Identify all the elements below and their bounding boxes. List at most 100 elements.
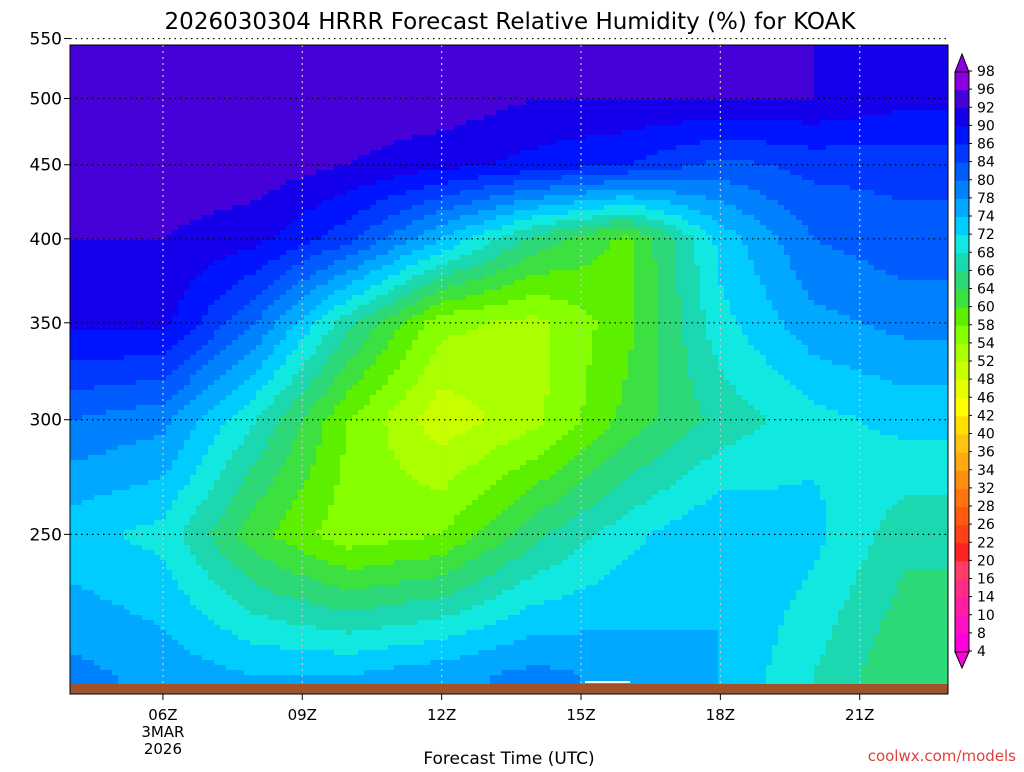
rh-cell xyxy=(226,90,233,96)
rh-cell xyxy=(526,185,533,191)
rh-cell xyxy=(322,115,329,121)
rh-cell xyxy=(268,85,275,91)
rh-cell xyxy=(892,105,899,111)
rh-cell xyxy=(364,125,371,131)
rh-cell xyxy=(526,85,533,91)
rh-cell xyxy=(676,190,683,196)
rh-cell xyxy=(520,200,527,206)
rh-cell xyxy=(868,85,875,91)
rh-cell xyxy=(190,170,197,176)
rh-cell xyxy=(634,165,641,171)
rh-cell xyxy=(226,120,233,126)
rh-cell xyxy=(514,145,521,151)
rh-cell xyxy=(370,205,377,211)
rh-cell xyxy=(88,170,95,176)
rh-cell xyxy=(70,50,77,56)
rh-cell xyxy=(916,50,923,56)
rh-cell xyxy=(772,90,779,96)
rh-cell xyxy=(790,190,797,196)
rh-cell xyxy=(712,205,719,211)
rh-cell xyxy=(820,135,827,141)
rh-cell xyxy=(826,150,833,156)
rh-cell xyxy=(148,80,155,86)
rh-cell xyxy=(100,115,107,121)
rh-cell xyxy=(346,175,353,181)
rh-cell xyxy=(730,110,737,116)
rh-cell xyxy=(658,65,665,71)
rh-cell xyxy=(418,45,425,51)
rh-cell xyxy=(178,185,185,191)
rh-cell xyxy=(292,125,299,131)
rh-cell xyxy=(214,185,221,191)
rh-cell xyxy=(364,70,371,76)
rh-cell xyxy=(664,195,671,201)
rh-cell xyxy=(904,155,911,161)
rh-cell xyxy=(688,100,695,106)
rh-cell xyxy=(730,85,737,91)
rh-cell xyxy=(838,130,845,136)
rh-cell xyxy=(556,55,563,61)
rh-cell xyxy=(790,50,797,56)
rh-cell xyxy=(586,65,593,71)
rh-cell xyxy=(934,90,941,96)
rh-cell xyxy=(904,145,911,151)
rh-cell xyxy=(94,75,101,81)
rh-cell xyxy=(424,45,431,51)
rh-cell xyxy=(670,130,677,136)
rh-cell xyxy=(550,45,557,51)
rh-cell xyxy=(82,60,89,66)
rh-cell xyxy=(682,165,689,171)
rh-cell xyxy=(700,65,707,71)
rh-cell xyxy=(76,70,83,76)
rh-cell xyxy=(532,115,539,121)
rh-cell xyxy=(892,205,899,211)
rh-cell xyxy=(448,130,455,136)
rh-cell xyxy=(478,180,485,186)
rh-cell xyxy=(772,160,779,166)
rh-cell xyxy=(946,75,948,81)
rh-cell xyxy=(718,135,725,141)
rh-cell xyxy=(352,205,359,211)
rh-cell xyxy=(820,130,827,136)
rh-cell xyxy=(370,50,377,56)
rh-cell xyxy=(652,175,659,181)
rh-cell xyxy=(226,55,233,61)
rh-cell xyxy=(478,150,485,156)
rh-cell xyxy=(472,145,479,151)
rh-cell xyxy=(190,150,197,156)
rh-cell xyxy=(790,185,797,191)
rh-cell xyxy=(166,110,173,116)
rh-cell xyxy=(904,135,911,141)
rh-cell xyxy=(400,80,407,86)
rh-cell xyxy=(838,180,845,186)
rh-cell xyxy=(694,170,701,176)
rh-cell xyxy=(334,55,341,61)
rh-cell xyxy=(568,90,575,96)
rh-cell xyxy=(742,175,749,181)
rh-cell xyxy=(298,200,305,206)
rh-cell xyxy=(766,180,773,186)
rh-cell xyxy=(778,120,785,126)
rh-cell xyxy=(874,170,881,176)
rh-cell xyxy=(352,140,359,146)
rh-cell xyxy=(730,175,737,181)
rh-cell xyxy=(514,205,521,211)
rh-cell xyxy=(358,130,365,136)
rh-cell xyxy=(712,65,719,71)
rh-cell xyxy=(760,155,767,161)
rh-cell xyxy=(844,50,851,56)
rh-cell xyxy=(556,190,563,196)
rh-cell xyxy=(208,90,215,96)
rh-cell xyxy=(520,95,527,101)
rh-cell xyxy=(478,110,485,116)
rh-cell xyxy=(388,170,395,176)
rh-cell xyxy=(112,185,119,191)
rh-cell xyxy=(766,165,773,171)
rh-cell xyxy=(874,175,881,181)
rh-cell xyxy=(580,180,587,186)
rh-cell xyxy=(478,205,485,211)
rh-cell xyxy=(646,85,653,91)
rh-cell xyxy=(826,75,833,81)
rh-cell xyxy=(220,180,227,186)
rh-cell xyxy=(322,150,329,156)
